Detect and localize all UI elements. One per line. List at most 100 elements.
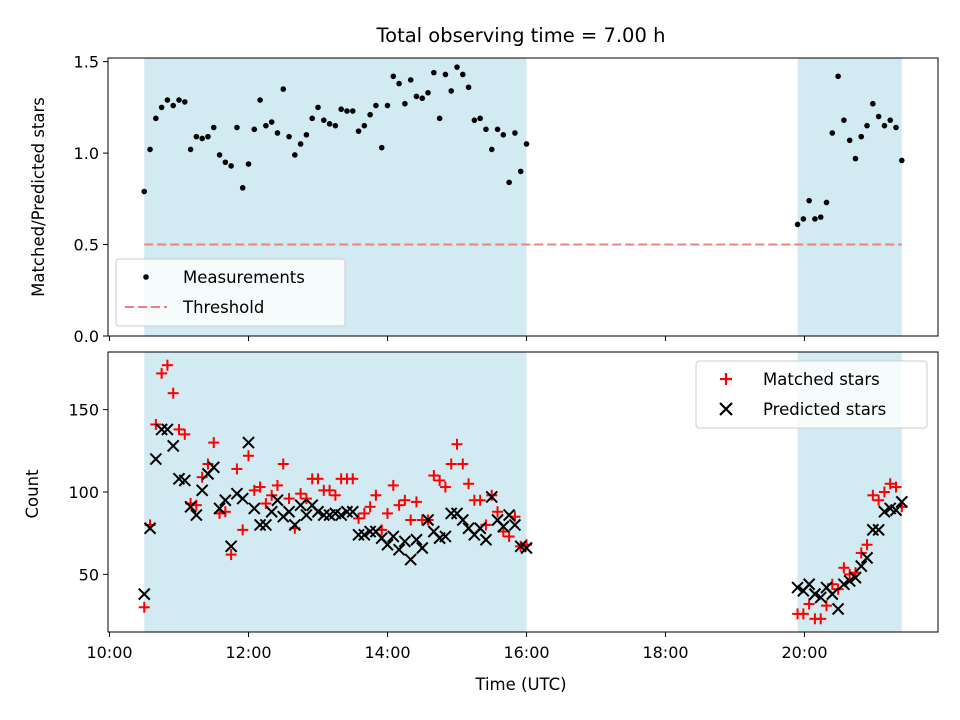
predicted-star-marker <box>352 528 365 542</box>
matched-star-marker <box>451 438 463 450</box>
matched-star-marker <box>439 481 451 493</box>
measurement-point <box>448 88 455 94</box>
legend-threshold-label: Threshold <box>182 298 264 317</box>
matched-star-marker <box>492 506 504 518</box>
measurement-point <box>893 124 899 131</box>
measurement-point <box>373 102 379 109</box>
top-measurement-points <box>141 64 905 228</box>
predicted-star-marker <box>381 538 394 551</box>
matched-star-marker <box>815 613 827 625</box>
predicted-star-marker <box>421 513 435 527</box>
predicted-star-marker <box>404 553 417 566</box>
measurement-point <box>176 97 182 103</box>
measurement-point <box>436 115 443 122</box>
predicted-star-marker <box>889 503 903 517</box>
x-tick-label: 20:00 <box>781 643 827 662</box>
measurement-point <box>349 108 356 114</box>
measurement-point <box>239 185 246 191</box>
matched-star-marker <box>231 463 243 475</box>
predicted-star-marker <box>184 500 197 514</box>
measurement-point <box>158 104 165 111</box>
measurement-point <box>841 117 847 123</box>
predicted-star-marker <box>138 587 151 601</box>
matched-star-marker <box>271 479 283 491</box>
top-x-ticks <box>109 336 805 341</box>
matched-star-marker <box>277 458 289 470</box>
predicted-star-marker <box>502 508 516 522</box>
measurement-point <box>829 130 836 136</box>
chart-title: Total observing time = 7.00 h <box>376 24 666 47</box>
matched-star-marker <box>225 549 237 561</box>
legend-measurements-label: Measurements <box>183 268 305 287</box>
matched-star-marker <box>167 387 179 399</box>
matched-star-marker <box>434 474 446 486</box>
bottom-y-ticks: 50 100 150 <box>68 401 108 584</box>
measurement-point <box>141 188 148 195</box>
measurement-point <box>870 100 876 107</box>
x-tick-label: 10:00 <box>86 643 132 662</box>
matched-star-marker <box>405 514 417 526</box>
measurement-point <box>199 135 205 142</box>
measurement-point <box>858 133 865 140</box>
measurement-point <box>147 146 153 153</box>
measurement-point <box>251 126 258 133</box>
measurement-point <box>390 73 397 80</box>
matched-star-marker <box>503 530 515 542</box>
matched-star-marker <box>347 473 359 485</box>
measurement-point <box>419 95 426 102</box>
matched-star-marker <box>867 489 879 501</box>
predicted-star-marker <box>520 541 533 555</box>
measurement-point <box>309 115 316 122</box>
matched-star-marker <box>208 437 220 449</box>
predicted-star-marker <box>149 452 163 466</box>
bottom-legend: Matched stars Predicted stars <box>695 360 928 429</box>
matched-star-marker <box>803 598 815 610</box>
measurement-point <box>153 115 159 122</box>
measurement-point <box>459 71 466 78</box>
measurement-point <box>286 133 292 140</box>
measurement-point <box>835 73 841 80</box>
predicted-star-marker <box>167 439 180 453</box>
measurement-point <box>315 104 321 111</box>
predicted-star-marker <box>340 505 354 518</box>
predicted-star-marker <box>213 502 226 515</box>
measurement-point <box>442 71 449 78</box>
predicted-star-marker <box>271 494 284 507</box>
measurement-point <box>846 137 853 144</box>
matched-star-marker <box>393 499 405 511</box>
matched-star-marker <box>370 489 382 501</box>
matched-star-marker <box>312 473 324 485</box>
y-tick-label: 100 <box>68 483 99 502</box>
predicted-star-marker <box>416 541 429 555</box>
matched-star-marker <box>474 494 486 506</box>
legend-matched-marker <box>720 373 732 385</box>
matched-star-marker <box>161 359 173 371</box>
predicted-star-marker <box>808 587 822 601</box>
predicted-star-marker <box>895 495 909 509</box>
measurement-point <box>806 197 812 204</box>
predicted-star-marker <box>300 508 313 522</box>
predicted-star-marker <box>248 502 261 515</box>
predicted-star-marker <box>253 518 267 532</box>
predicted-star-marker <box>392 543 406 556</box>
measurement-point <box>210 124 217 131</box>
matched-star-marker <box>457 458 469 470</box>
predicted-star-marker <box>479 533 493 546</box>
measurement-point <box>384 102 391 109</box>
legend-measurements-marker <box>143 274 149 280</box>
measurement-point <box>488 146 495 153</box>
measurement-point <box>187 146 194 153</box>
predicted-star-marker <box>207 461 220 474</box>
predicted-star-marker <box>363 525 377 538</box>
bottom-y-axis-label: Count <box>23 469 42 519</box>
measurement-point <box>274 130 281 136</box>
matched-star-marker <box>890 481 902 493</box>
measurement-point <box>823 199 830 206</box>
predicted-star-marker <box>358 528 371 542</box>
predicted-star-marker <box>334 508 348 522</box>
measurement-point <box>864 122 870 129</box>
measurement-point <box>494 126 501 133</box>
x-tick-label: 16:00 <box>503 643 549 662</box>
measurement-point <box>164 97 171 103</box>
